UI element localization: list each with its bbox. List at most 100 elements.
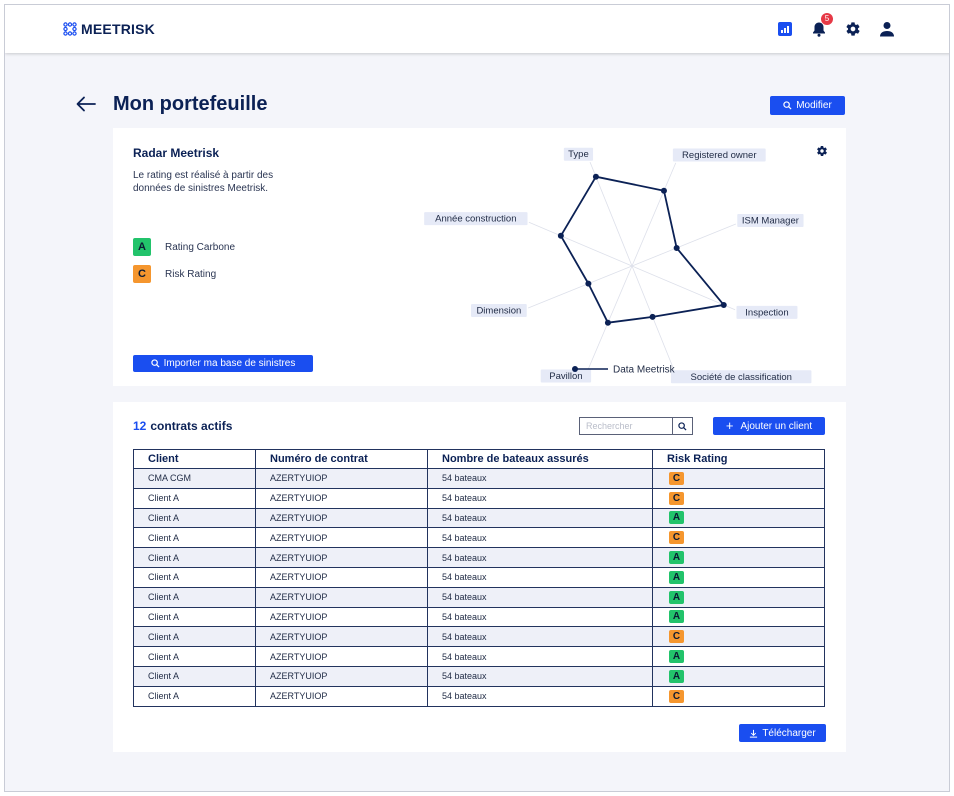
table-row[interactable]: Client A AZERTYUIOP 54 bateaux A — [133, 646, 825, 667]
cell-risk-rating: A — [652, 587, 825, 608]
import-claims-button[interactable]: Importer ma base de sinistres — [133, 355, 313, 372]
cell-client: Client A — [133, 547, 256, 568]
radar-point — [585, 280, 592, 287]
table-row[interactable]: Client A AZERTYUIOP 54 bateaux C — [133, 626, 825, 648]
cell-client: Client A — [133, 646, 256, 667]
risk-rating-badge: C — [669, 630, 684, 644]
column-header-risk-rating[interactable]: Risk Rating — [652, 449, 825, 469]
table-row[interactable]: Client A AZERTYUIOP 54 bateaux C — [133, 527, 825, 549]
table-row[interactable]: Client A AZERTYUIOP 54 bateaux A — [133, 666, 825, 687]
cell-client: Client A — [133, 587, 256, 608]
add-client-label: Ajouter un client — [740, 420, 813, 432]
download-button[interactable]: Télécharger — [739, 724, 826, 742]
search-button[interactable] — [672, 418, 692, 434]
radar-chart: Type Registered owner ISM Manager Inspectio… — [424, 147, 812, 384]
radar-axis-line — [631, 223, 736, 267]
risk-rating-badge: A — [669, 610, 684, 624]
header-actions: 5 — [775, 13, 897, 39]
cell-boats: 54 bateaux — [427, 547, 653, 568]
download-label: Télécharger — [762, 727, 816, 739]
radar-axis-label-bg — [737, 214, 804, 228]
radar-axis-label-bg — [540, 369, 592, 383]
radar-point — [604, 319, 611, 326]
radar-axis-label: Société de classification — [691, 372, 792, 383]
cell-client: Client A — [133, 488, 256, 509]
chart-icon[interactable] — [775, 19, 795, 39]
table-row[interactable]: Client A AZERTYUIOP 54 bateaux C — [133, 686, 825, 707]
cell-contract: AZERTYUIOP — [255, 666, 428, 687]
cell-boats: 54 bateaux — [427, 527, 653, 549]
table-row[interactable]: Client A AZERTYUIOP 54 bateaux A — [133, 587, 825, 608]
risk-rating-badge: A — [669, 669, 684, 683]
radar-axis-label-bg — [563, 147, 594, 161]
cell-risk-rating: C — [652, 488, 825, 509]
column-header-boats[interactable]: Nombre de bateaux assurés — [427, 449, 653, 469]
download-icon — [750, 729, 758, 738]
cell-contract: AZERTYUIOP — [255, 587, 428, 608]
table-row[interactable]: Client A AZERTYUIOP 54 bateaux C — [133, 488, 825, 509]
risk-rating-badge: C — [669, 491, 684, 505]
radar-point — [649, 313, 656, 320]
table-row[interactable]: CMA CGM AZERTYUIOP 54 bateaux C — [133, 468, 825, 489]
cell-client: Client A — [133, 607, 256, 628]
radar-axis-label-bg — [471, 303, 527, 317]
search-icon — [783, 101, 792, 110]
risk-rating-badge: C — [669, 689, 684, 703]
bell-icon[interactable]: 5 — [809, 13, 833, 39]
radar-settings-gear-icon[interactable] — [816, 144, 828, 162]
table-row[interactable]: Client A AZERTYUIOP 54 bateaux A — [133, 547, 825, 568]
table-header-row: Client Numéro de contrat Nombre de batea… — [133, 449, 825, 469]
cell-client: Client A — [133, 666, 256, 687]
search-input[interactable] — [580, 418, 672, 434]
cell-boats: 54 bateaux — [427, 488, 653, 509]
risk-rating-badge: A — [669, 650, 684, 664]
gear-icon[interactable] — [843, 19, 863, 39]
cell-risk-rating: C — [652, 686, 825, 707]
cell-risk-rating: C — [652, 527, 825, 549]
cell-boats: 54 bateaux — [427, 666, 653, 687]
contracts-title: 12 contrats actifs — [133, 419, 232, 433]
back-arrow-icon[interactable] — [75, 93, 97, 115]
radar-axis-label: Dimension — [476, 305, 521, 316]
modify-label: Modifier — [796, 100, 832, 111]
radar-axis-line — [631, 162, 677, 267]
cell-client: CMA CGM — [133, 468, 256, 489]
modify-button[interactable]: Modifier — [770, 96, 845, 115]
table-row[interactable]: Client A AZERTYUIOP 54 bateaux A — [133, 607, 825, 628]
radar-series-line — [559, 175, 725, 324]
radar-point — [557, 232, 564, 239]
column-header-client[interactable]: Client — [133, 449, 256, 469]
risk-rating-badge: C — [669, 531, 684, 545]
column-header-contract[interactable]: Numéro de contrat — [255, 449, 428, 469]
cell-risk-rating: C — [652, 626, 825, 648]
cell-contract: AZERTYUIOP — [255, 468, 428, 489]
cell-risk-rating: A — [652, 508, 825, 529]
cell-contract: AZERTYUIOP — [255, 508, 428, 529]
cell-boats: 54 bateaux — [427, 646, 653, 667]
rating-carbone-label: Rating Carbone — [165, 241, 236, 253]
user-icon[interactable] — [877, 19, 897, 39]
risk-rating-badge: A — [669, 551, 684, 565]
legend-marker — [572, 366, 578, 372]
rating-carbone-badge: A — [133, 238, 151, 256]
radar-axis-label: Inspection — [745, 307, 788, 318]
risk-rating-badge: A — [669, 511, 684, 525]
cell-boats: 54 bateaux — [427, 686, 653, 707]
contracts-table: Client Numéro de contrat Nombre de batea… — [133, 449, 825, 707]
cell-risk-rating: A — [652, 646, 825, 667]
cell-contract: AZERTYUIOP — [255, 607, 428, 628]
table-row[interactable]: Client A AZERTYUIOP 54 bateaux A — [133, 567, 825, 588]
logo-icon — [63, 22, 77, 36]
cell-contract: AZERTYUIOP — [255, 527, 428, 549]
cell-client: Client A — [133, 508, 256, 529]
rating-carbone: A Rating Carbone — [133, 238, 235, 256]
radar-point — [673, 244, 680, 251]
cell-client: Client A — [133, 626, 256, 648]
risk-rating-badge: C — [133, 265, 151, 283]
risk-rating-badge: C — [669, 471, 684, 485]
table-row[interactable]: Client A AZERTYUIOP 54 bateaux A — [133, 508, 825, 529]
add-client-button[interactable]: + Ajouter un client — [713, 417, 825, 435]
cell-risk-rating: C — [652, 468, 825, 489]
logo[interactable]: MEETRISK — [63, 21, 155, 37]
